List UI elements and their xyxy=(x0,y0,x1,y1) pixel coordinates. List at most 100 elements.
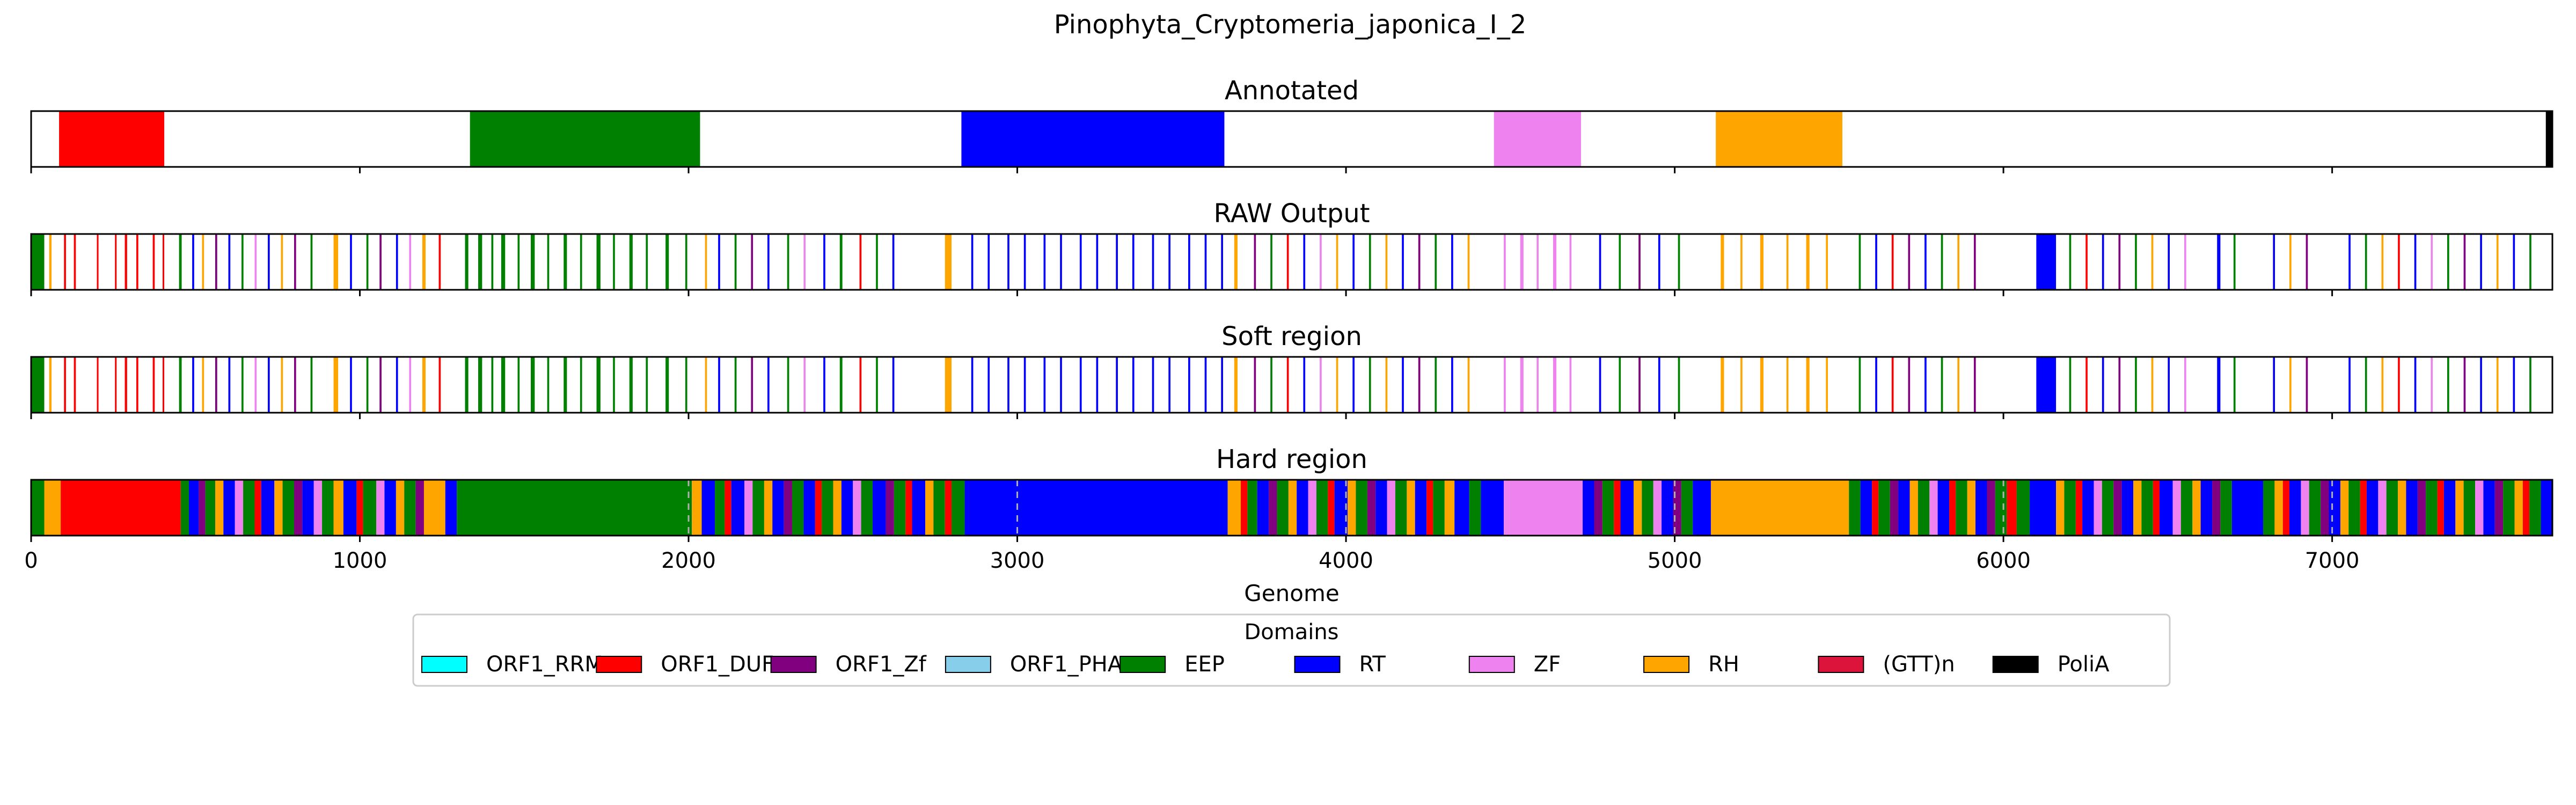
segment-orf1-duf xyxy=(859,234,862,290)
segment-rt xyxy=(2036,357,2057,413)
segment-eep xyxy=(646,234,648,290)
segment-rt xyxy=(192,357,194,413)
segment-rh xyxy=(2496,357,2499,413)
segment-rh xyxy=(2381,234,2384,290)
segment-eep xyxy=(179,357,182,413)
segment-rt xyxy=(261,480,275,536)
segment-eep xyxy=(2426,480,2438,536)
segment-rh xyxy=(833,480,841,536)
segment-eep xyxy=(478,234,482,290)
segment-rt xyxy=(1924,234,1927,290)
segment-eep xyxy=(580,357,582,413)
segment-rt xyxy=(2483,480,2495,536)
segment-orf1-zf xyxy=(294,357,296,413)
segment-zf xyxy=(1504,234,1506,290)
legend-label: ORF1_RRM xyxy=(486,652,603,677)
segment-eep xyxy=(547,357,550,413)
segment-rt xyxy=(302,480,314,536)
segment-rt xyxy=(1221,234,1223,290)
segment-rt xyxy=(1023,234,1026,290)
segment-rh xyxy=(1806,357,1810,413)
segment-eep xyxy=(491,357,494,413)
segment-rt xyxy=(1023,357,1026,413)
segment-eep xyxy=(933,480,945,536)
segment-eep xyxy=(2447,357,2449,413)
segment-rt xyxy=(1221,357,1223,413)
segment-orf1-duf xyxy=(859,357,862,413)
segment-rt xyxy=(1060,357,1062,413)
segment-rh xyxy=(2289,357,2292,413)
segment-orf1-zf xyxy=(1367,480,1376,536)
segment-rt xyxy=(2443,480,2456,536)
segment-orf1-zf xyxy=(2463,357,2466,413)
segment-rt xyxy=(1451,234,1453,290)
segment-eep xyxy=(322,480,334,536)
segment-eep xyxy=(1858,357,1861,413)
segment-zf xyxy=(1320,234,1322,290)
segment-rt xyxy=(1375,480,1387,536)
segment-eep xyxy=(179,234,182,290)
segment-zf xyxy=(2094,480,2102,536)
segment-zf xyxy=(2184,357,2186,413)
panel-frame xyxy=(30,356,2553,414)
segment-rt xyxy=(1168,357,1170,413)
segment-rh xyxy=(1786,357,1789,413)
segment-rt xyxy=(772,480,784,536)
segment-rt xyxy=(1188,234,1190,290)
segment-rt xyxy=(1132,357,1135,413)
segment-rt xyxy=(987,234,990,290)
panel-title: RAW Output xyxy=(1213,199,1370,229)
segment-rh xyxy=(2455,480,2464,536)
segment-zf xyxy=(1504,357,1506,413)
segment-eep xyxy=(2365,357,2367,413)
segment-rt xyxy=(2273,234,2275,290)
segment-rt xyxy=(964,480,1228,536)
segment-rt xyxy=(2168,234,2170,290)
legend-label: ORF1_DUF xyxy=(661,652,774,677)
segment-zf xyxy=(1520,234,1524,290)
segment-polia xyxy=(2545,111,2552,167)
panel-area xyxy=(31,357,2552,413)
segment-eep xyxy=(1941,357,1943,413)
segment-rh xyxy=(1826,234,1828,290)
segment-rt xyxy=(228,357,231,413)
segment-rt xyxy=(767,357,770,413)
segment-eep xyxy=(1433,480,1445,536)
legend-entry: ORF1_Zf xyxy=(770,652,927,677)
segment-orf1-duf xyxy=(125,234,127,290)
segment-zf xyxy=(409,234,412,290)
segment-rt xyxy=(1303,357,1306,413)
legend-swatch xyxy=(1294,656,1341,673)
segment-rt xyxy=(1152,357,1154,413)
segment-rh xyxy=(945,234,952,290)
panel-1: RAW Output xyxy=(30,199,2553,296)
segment-zf xyxy=(1520,357,1524,413)
segment-orf1-duf xyxy=(945,480,952,536)
segment-rh xyxy=(2381,357,2384,413)
segment-rh xyxy=(1760,357,1763,413)
segment-rt xyxy=(2102,357,2104,413)
segment-eep xyxy=(596,234,601,290)
panel-frame xyxy=(30,110,2553,168)
segment-eep xyxy=(180,480,189,536)
segment-eep xyxy=(2102,480,2114,536)
segment-eep xyxy=(2016,480,2030,536)
segment-eep xyxy=(241,234,244,290)
segment-zf xyxy=(1308,480,1316,536)
segment-rh xyxy=(2514,480,2523,536)
segment-eep xyxy=(2386,480,2398,536)
segment-rt xyxy=(1079,357,1082,413)
segment-rt xyxy=(731,480,745,536)
segment-rh xyxy=(1234,234,1238,290)
segment-eep xyxy=(839,357,843,413)
segment-orf1-zf xyxy=(784,480,792,536)
segment-orf1-duf xyxy=(2007,480,2017,536)
segment-rt xyxy=(1132,234,1135,290)
segment-rt xyxy=(1152,234,1154,290)
segment-eep xyxy=(665,357,669,413)
segment-orf1-duf xyxy=(64,234,66,290)
segment-rh xyxy=(1786,234,1789,290)
segment-zf xyxy=(1553,357,1557,413)
segment-eep xyxy=(1918,480,1930,536)
segment-rh xyxy=(1721,357,1724,413)
